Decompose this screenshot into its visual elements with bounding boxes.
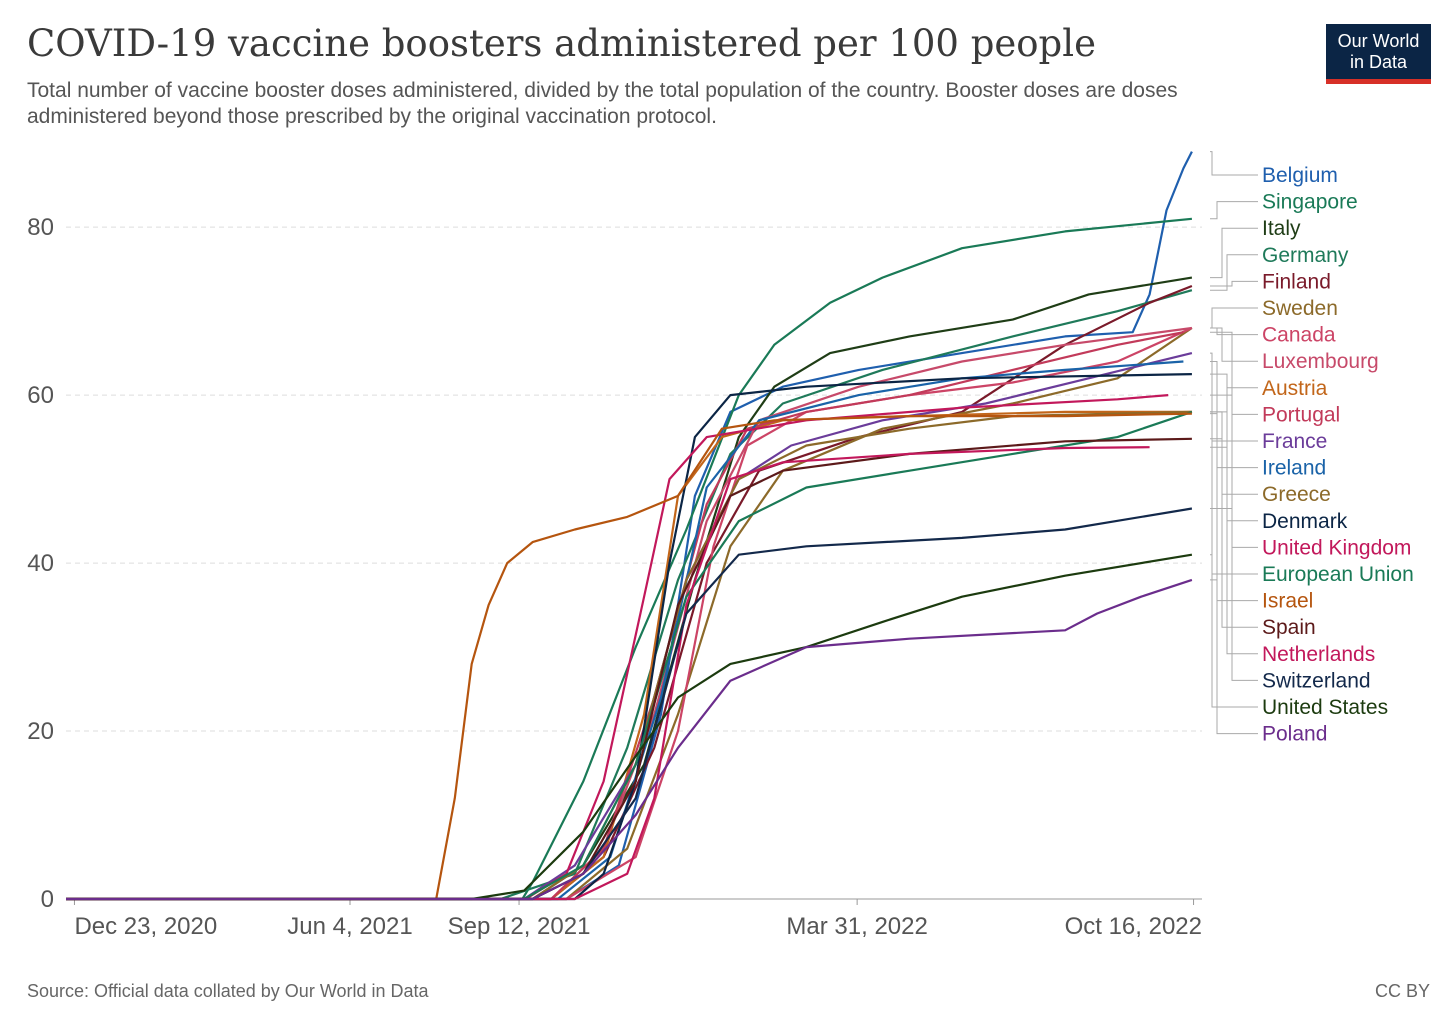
owid-logo[interactable]: Our World in Data [1326,24,1431,84]
legend-connector [1210,151,1258,176]
legend-label-germany[interactable]: Germany [1262,244,1349,267]
legend-connector [1210,579,1258,735]
legend-label-italy[interactable]: Italy [1262,217,1301,240]
legend-connector [1210,327,1258,336]
legend-connector [1210,413,1258,602]
legend-label-denmark[interactable]: Denmark [1262,510,1348,533]
legend-label-belgium[interactable]: Belgium [1262,164,1338,187]
series-line-switzerland[interactable] [66,507,1193,901]
legend-label-canada[interactable]: Canada [1262,324,1336,347]
series-line-portugal[interactable] [66,331,1184,901]
y-tick-label: 60 [27,382,54,409]
legend-connector [1210,352,1258,442]
legend-connector [1210,508,1258,681]
series-line-israel[interactable] [66,412,1192,901]
legend-label-united-states[interactable]: United States [1262,696,1388,719]
series-line-canada[interactable] [66,326,1193,901]
y-tick-label: 20 [27,718,54,745]
x-tick-label: Dec 23, 2020 [74,913,217,940]
y-gridlines [66,226,1202,732]
series-line-ireland[interactable] [66,360,1184,901]
source-note: Source: Official data collated by Our Wo… [27,981,429,1001]
series-line-austria[interactable] [66,410,1192,901]
x-tick-label: Mar 31, 2022 [786,913,927,940]
x-axis: Dec 23, 2020 Jun 4, 2021 Sep 12, 2021 Mar 3… [66,898,1202,940]
legend-connector [1210,327,1258,362]
legend-label-finland[interactable]: Finland [1262,270,1331,293]
legend-connector [1210,201,1258,220]
series-line-italy[interactable] [66,276,1193,901]
y-tick-label: 40 [27,550,54,577]
x-tick-label: Oct 16, 2022 [1065,913,1202,940]
series-line-united-states[interactable] [66,553,1193,901]
legend-connector [1210,438,1258,628]
legend-label-european-union[interactable]: European Union [1262,563,1414,586]
legend-label-portugal[interactable]: Portugal [1262,403,1340,426]
series-line-denmark[interactable] [66,373,1192,901]
logo-line-2: in Data [1349,52,1408,72]
series-lines [66,151,1193,901]
legend-label-israel[interactable]: Israel [1262,590,1313,613]
legend-label-poland[interactable]: Poland [1262,723,1327,746]
y-axis-tick-labels: 0 20 40 60 80 [27,214,54,913]
logo-line-1: Our World [1337,31,1420,51]
series-line-sweden[interactable] [66,327,1193,901]
legend-label-luxembourg[interactable]: Luxembourg [1262,350,1379,373]
y-tick-label: 80 [27,214,54,241]
legend-label-sweden[interactable]: Sweden [1262,297,1338,320]
legend-label-switzerland[interactable]: Switzerland [1262,669,1371,692]
legend-label-greece[interactable]: Greece [1262,483,1331,506]
legend-label-france[interactable]: France [1262,430,1327,453]
legend-connector [1210,331,1258,415]
chart-subtitle: Total number of vaccine booster doses ad… [27,79,1178,128]
legend-connector [1210,446,1258,655]
series-line-netherlands[interactable] [66,446,1150,901]
license-link[interactable]: CC BY [1374,981,1430,1001]
series-line-poland[interactable] [66,578,1193,901]
legend-connector [1210,254,1258,291]
legend-connector [1210,227,1258,279]
legend-connector [1210,394,1258,548]
legend-connector [1210,554,1258,708]
legend-connector [1210,411,1258,575]
legend-label-austria[interactable]: Austria [1262,377,1328,400]
y-tick-label: 0 [41,886,54,913]
series-line-belgium[interactable] [66,151,1193,901]
legend-label-singapore[interactable]: Singapore [1262,191,1358,214]
x-tick-label: Sep 12, 2021 [448,913,591,940]
legend-label-spain[interactable]: Spain [1262,616,1316,639]
legend-label-ireland[interactable]: Ireland [1262,457,1326,480]
legend-connector [1210,280,1258,287]
legend-label-united-kingdom[interactable]: United Kingdom [1262,536,1411,559]
legend: Belgium Singapore Italy Germany Finland Swede… [1210,151,1414,746]
x-tick-label: Jun 4, 2021 [287,913,412,940]
chart-title: COVID-19 vaccine boosters administered p… [27,22,1096,65]
series-line-france[interactable] [66,352,1193,901]
legend-label-netherlands[interactable]: Netherlands [1262,643,1375,666]
legend-connector [1210,307,1258,329]
